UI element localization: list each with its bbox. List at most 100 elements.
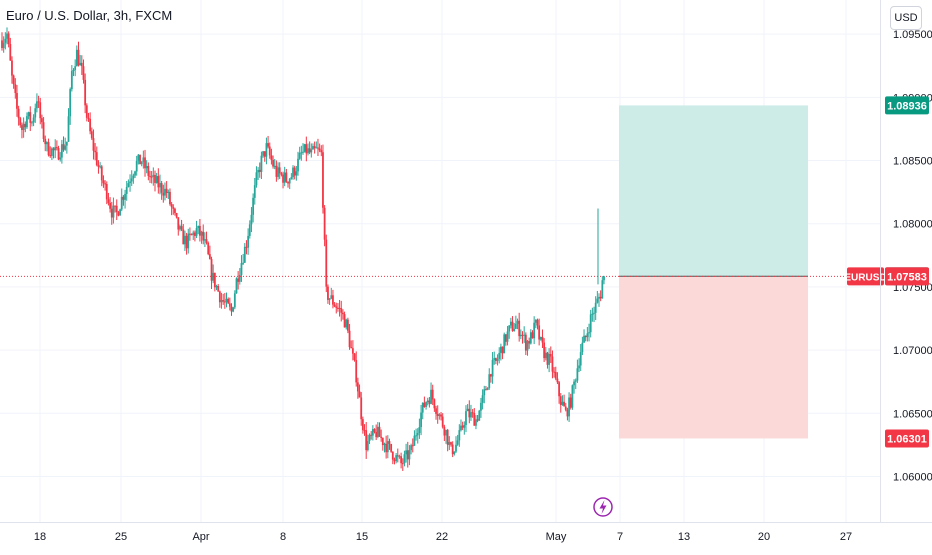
candle-body <box>403 454 406 464</box>
candle-body <box>373 429 376 432</box>
candlestick-series <box>1 27 605 471</box>
candle-body <box>222 300 225 302</box>
candle-body <box>573 381 575 386</box>
candle-body <box>351 348 354 354</box>
candle-body <box>154 174 156 183</box>
candle-body <box>22 123 25 131</box>
candle-body <box>172 207 175 209</box>
candle-body <box>44 139 47 145</box>
candle-body <box>240 263 243 275</box>
candle-body <box>509 321 512 326</box>
candle-body <box>468 408 471 418</box>
candle-body <box>544 352 547 359</box>
candle-body <box>230 306 233 312</box>
candle-body <box>52 148 55 151</box>
candle-body <box>335 306 338 308</box>
event-marker[interactable] <box>593 497 613 517</box>
current-price-tag-label: 1.07583 <box>887 271 927 283</box>
candle-body <box>411 445 414 447</box>
candle-body <box>147 166 150 176</box>
candle-body <box>416 433 419 436</box>
candle-body <box>413 435 416 446</box>
currency-button[interactable]: USD <box>890 6 922 30</box>
candle-body <box>184 235 186 245</box>
candle-body <box>315 147 318 149</box>
time-tick-label: 18 <box>34 531 46 543</box>
price-tick-label: 1.08000 <box>893 219 932 231</box>
candle-body <box>358 391 361 398</box>
candle-body <box>568 397 570 417</box>
candle-body <box>12 75 15 85</box>
candle-body <box>460 425 462 431</box>
position-tool[interactable] <box>619 105 808 439</box>
candle-body <box>370 434 373 436</box>
candle-body <box>476 419 479 421</box>
candle-body <box>182 229 185 245</box>
candle-body <box>418 427 421 434</box>
candle-body <box>177 217 180 230</box>
candle-body <box>102 180 105 184</box>
candle-body <box>140 161 143 165</box>
candle-body <box>308 148 311 153</box>
candle-body <box>305 144 308 154</box>
candle-body <box>16 93 18 109</box>
candle-body <box>501 346 504 354</box>
candle-body <box>179 226 181 230</box>
candle-body <box>232 307 235 312</box>
candle-body <box>348 330 351 348</box>
candle-body <box>355 360 358 383</box>
candle-body <box>596 298 599 303</box>
candle-body <box>533 322 536 339</box>
candle-body <box>287 181 289 184</box>
candle-body <box>220 300 223 303</box>
candle-body <box>485 389 487 391</box>
candle-body <box>443 426 446 436</box>
candle-body <box>90 131 93 139</box>
candle-body <box>400 456 403 464</box>
candle-body <box>155 176 158 183</box>
candle-body <box>453 451 456 455</box>
candle-body <box>203 239 206 241</box>
candle-body <box>556 378 559 383</box>
candle-body <box>488 374 491 389</box>
candle-body <box>366 440 369 451</box>
candle-body <box>283 172 286 183</box>
candle-body <box>288 178 291 184</box>
candle-body <box>523 334 526 336</box>
candle-body <box>330 295 333 299</box>
candle-body <box>1 40 3 49</box>
candle-body <box>174 208 176 213</box>
price-tick-label: 1.08500 <box>893 156 932 168</box>
candle-body <box>145 166 148 169</box>
candle-body <box>195 228 198 236</box>
candle-body <box>277 167 279 177</box>
candle-body <box>395 455 398 462</box>
candle-body <box>381 437 384 446</box>
candle-body <box>180 226 183 230</box>
candle-body <box>481 395 484 403</box>
candle-body <box>124 193 126 200</box>
candle-body <box>267 143 269 147</box>
candle-body <box>139 154 141 165</box>
candle-body <box>307 148 309 154</box>
time-tick-label: 15 <box>356 531 368 543</box>
candle-body <box>207 242 210 255</box>
candle-body <box>17 108 20 119</box>
candle-body <box>420 412 422 428</box>
candle-body <box>110 208 113 218</box>
time-axis[interactable]: 18 25 Apr 8 15 22 May 7 13 20 27 <box>34 531 852 543</box>
time-tick-label: 27 <box>840 531 852 543</box>
price-tick-label: 1.06000 <box>893 471 932 483</box>
candle-body <box>391 451 394 460</box>
candle-body <box>463 424 466 428</box>
candle-body <box>47 142 50 156</box>
candle-body <box>353 353 356 361</box>
candle-body <box>280 173 283 175</box>
candle-body <box>514 323 517 329</box>
candle-body <box>350 347 353 349</box>
candle-body <box>534 319 537 323</box>
candle-body <box>323 207 326 240</box>
candle-body <box>386 441 389 453</box>
